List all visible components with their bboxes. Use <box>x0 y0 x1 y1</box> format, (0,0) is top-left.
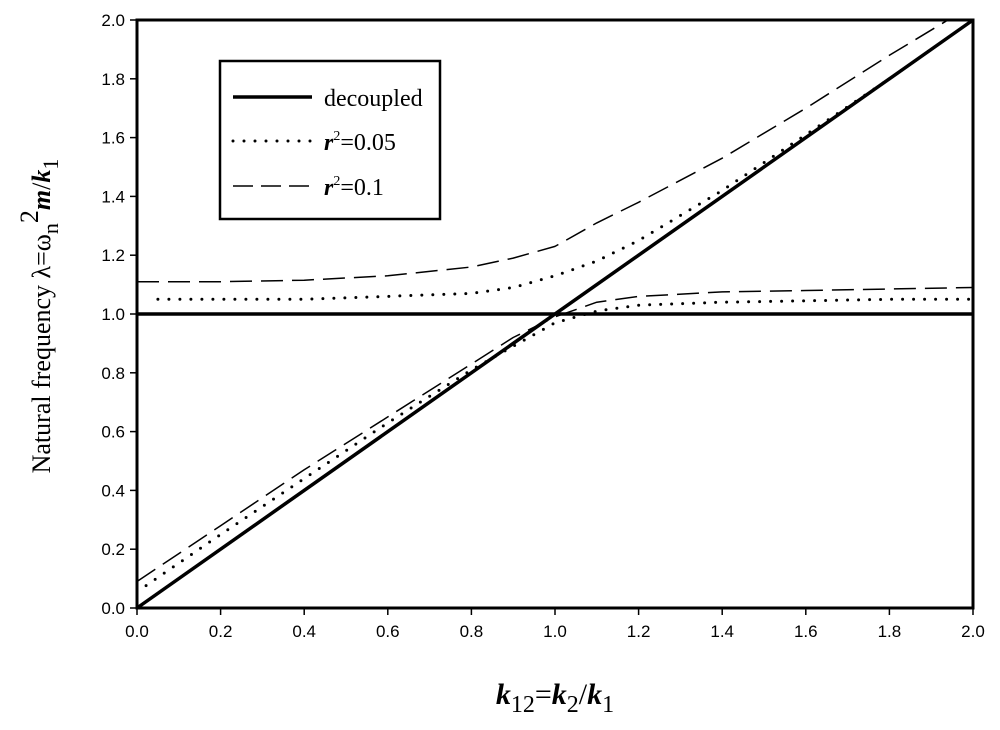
y-tick-label: 1.4 <box>101 187 125 206</box>
plot-series <box>135 18 975 610</box>
x-tick-label: 1.2 <box>627 622 651 641</box>
x-axis-title: k12=k2/k1 <box>496 678 614 718</box>
x-tick-label: 0.2 <box>209 622 233 641</box>
series-r005-branch-2 <box>135 297 975 594</box>
series-r01-branch-2 <box>136 286 974 583</box>
x-tick-label: 0.8 <box>460 622 484 641</box>
y-tick-label: 0.4 <box>101 481 125 500</box>
x-tick-label: 0.0 <box>125 622 149 641</box>
legend-label-decoupled: decoupled <box>324 86 423 112</box>
y-axis-title: Natural frequency λ=ωn2m/k1 <box>15 159 63 474</box>
legend-label-r2-0.05: r2=0.05 <box>324 129 396 156</box>
y-tick-label: 0.2 <box>101 540 125 559</box>
legend-box <box>218 59 442 221</box>
x-axis-ticks: 0.0 0.2 0.4 0.6 0.8 1.0 1.2 1.4 1.6 1.8 2.0 <box>125 608 985 641</box>
x-tick-label: 1.4 <box>710 622 734 641</box>
x-tick-label: 1.8 <box>878 622 902 641</box>
series-r01-branch-1 <box>137 19 949 283</box>
y-tick-label: 1.6 <box>101 129 125 148</box>
y-tick-label: 0.0 <box>101 599 125 618</box>
legend-label-r2-0.1: r2=0.1 <box>324 174 384 201</box>
y-tick-label: 0.8 <box>101 364 125 383</box>
x-tick-label: 0.6 <box>376 622 400 641</box>
x-tick-label: 1.0 <box>543 622 567 641</box>
x-tick-label: 1.6 <box>794 622 818 641</box>
x-tick-label: 2.0 <box>961 622 985 641</box>
y-tick-label: 0.6 <box>101 423 125 442</box>
legend: decoupled r2=0.05 r2=0.1 <box>218 59 442 221</box>
x-tick-label: 0.4 <box>292 622 316 641</box>
y-tick-label: 1.0 <box>101 305 125 324</box>
y-tick-label: 1.8 <box>101 70 125 89</box>
y-tick-label: 2.0 <box>101 11 125 30</box>
y-axis-ticks: 0.0 0.2 0.4 0.6 0.8 1.0 1.2 1.4 1.6 1.8 2.0 <box>101 11 137 618</box>
y-tick-label: 1.2 <box>101 246 125 265</box>
